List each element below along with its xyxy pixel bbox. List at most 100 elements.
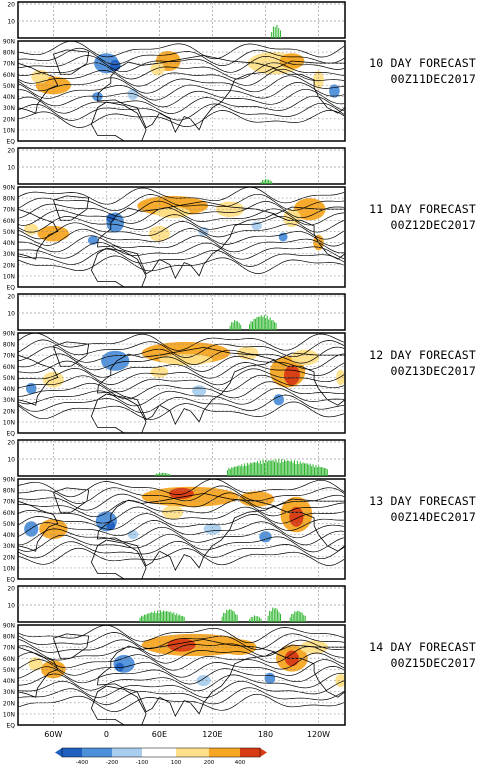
height-contour: [18, 55, 345, 73]
lat-tick-label: 70N: [3, 645, 15, 652]
lat-tick-label: 90N: [3, 623, 15, 630]
height-contour: [18, 339, 345, 358]
height-contour: [18, 680, 345, 698]
map-frame: [17, 624, 346, 726]
height-contour: [18, 75, 345, 94]
lat-tick-label: 60N: [3, 656, 15, 663]
height-contour: [18, 547, 345, 566]
height-contour: [18, 672, 345, 692]
lat-tick-label: 60N: [3, 510, 15, 517]
colorbar-swatch: [240, 748, 260, 757]
anomaly-neg200: [278, 232, 288, 242]
anomaly-pos100: [154, 207, 191, 219]
lat-tick-label: EQ: [6, 139, 15, 146]
height-contour: [18, 659, 345, 678]
height-contour: [18, 241, 345, 260]
height-contour: [18, 625, 345, 644]
height-contour: [18, 102, 345, 121]
height-contour: [18, 540, 345, 560]
height-contour: [18, 333, 345, 351]
anomaly-neg200: [259, 531, 272, 543]
colorbar-swatch: [62, 748, 82, 757]
colorbar-swatch: [176, 748, 209, 757]
height-contour: [18, 401, 345, 420]
anomaly-pos100: [148, 225, 171, 242]
height-contour: [18, 381, 345, 400]
anomaly-pos100: [336, 369, 345, 386]
panel-3: 10 20 EQ 10N 20N 30N 40N 50N 60N 70N 80N 90N: [3, 293, 346, 438]
anomaly-neg200: [101, 350, 130, 371]
bar-strip-frame: [17, 1, 346, 39]
lat-tick-label: 30N: [3, 251, 15, 258]
height-contour: [18, 652, 345, 671]
lat-tick-label: EQ: [6, 431, 15, 438]
height-contour: [18, 499, 345, 518]
anomaly-pos100: [237, 346, 259, 360]
coastline: [97, 492, 276, 572]
lat-tick-label: 10N: [3, 127, 15, 134]
forecast-valid-time: 00Z12DEC2017: [390, 218, 476, 232]
coastline: [97, 200, 276, 280]
anomaly-neg100: [203, 523, 222, 535]
bar-ytick-label: 20: [7, 586, 15, 593]
height-contour: [18, 187, 345, 205]
lon-tick-label: 120W: [307, 730, 330, 739]
anomaly-neg200: [24, 521, 39, 537]
height-contour: [18, 221, 345, 240]
coastline: [18, 62, 59, 114]
height-contour: [18, 666, 345, 685]
forecast-valid-time: 00Z11DEC2017: [390, 72, 476, 86]
lat-tick-label: 20N: [3, 700, 15, 707]
map-field: [18, 333, 345, 433]
colorbar-swatch: [112, 748, 142, 757]
lat-tick-label: 10N: [3, 273, 15, 280]
lat-tick-label: EQ: [6, 723, 15, 730]
panel-4: 10 20 EQ 10N 20N 30N 40N 50N 60N 70N 80N 90N: [3, 439, 346, 584]
lat-tick-label: 70N: [3, 207, 15, 214]
anomaly-neg200: [264, 672, 276, 684]
lon-tick-label: 60E: [152, 730, 167, 739]
panel-2: 10 20 EQ 10N 20N 30N 40N 50N 60N 70N 80N 90N: [3, 147, 346, 292]
lat-tick-label: 30N: [3, 543, 15, 550]
height-contour: [18, 47, 345, 66]
lat-tick-label: 50N: [3, 521, 15, 528]
height-contour: [18, 632, 345, 650]
lat-tick-label: 50N: [3, 667, 15, 674]
anomaly-neg100: [127, 88, 139, 100]
anomaly-pos400: [284, 365, 300, 386]
lon-tick-label: 0: [104, 730, 109, 739]
lat-tick-label: 30N: [3, 397, 15, 404]
bar-ytick-label: 10: [7, 603, 15, 610]
lat-tick-label: 80N: [3, 196, 15, 203]
anomaly-pos100: [159, 354, 213, 366]
lat-tick-label: 60N: [3, 72, 15, 79]
height-contour: [18, 214, 345, 233]
forecast-valid-time: 00Z13DEC2017: [390, 364, 476, 378]
bar-ytick-label: 10: [7, 311, 15, 318]
panel-label-1: 10 DAY FORECAST 00Z11DEC2017: [352, 55, 476, 87]
lat-tick-label: 60N: [3, 364, 15, 371]
lat-tick-label: 20N: [3, 554, 15, 561]
lat-tick-label: 50N: [3, 375, 15, 382]
coastline: [97, 346, 276, 426]
lat-tick-label: 20N: [3, 408, 15, 415]
anomaly-neg400: [106, 521, 116, 531]
lat-tick-label: 40N: [3, 386, 15, 393]
forecast-day-label: 14 DAY FORECAST: [369, 640, 476, 654]
lat-tick-label: EQ: [6, 577, 15, 584]
lat-tick-label: 80N: [3, 50, 15, 57]
coastline: [18, 208, 59, 260]
anomaly-pos200: [293, 198, 326, 221]
height-contour: [18, 479, 345, 498]
map-frame: [17, 40, 346, 142]
bar-ytick-label: 20: [7, 294, 15, 301]
lat-tick-label: 80N: [3, 488, 15, 495]
bar-ytick-label: 10: [7, 457, 15, 464]
bar-ytick-label: 10: [7, 19, 15, 26]
height-contour: [18, 638, 345, 657]
height-contour: [18, 235, 345, 254]
lon-tick-label: 120E: [202, 730, 222, 739]
bar-ytick-label: 20: [7, 2, 15, 9]
height-contour: [18, 95, 345, 114]
